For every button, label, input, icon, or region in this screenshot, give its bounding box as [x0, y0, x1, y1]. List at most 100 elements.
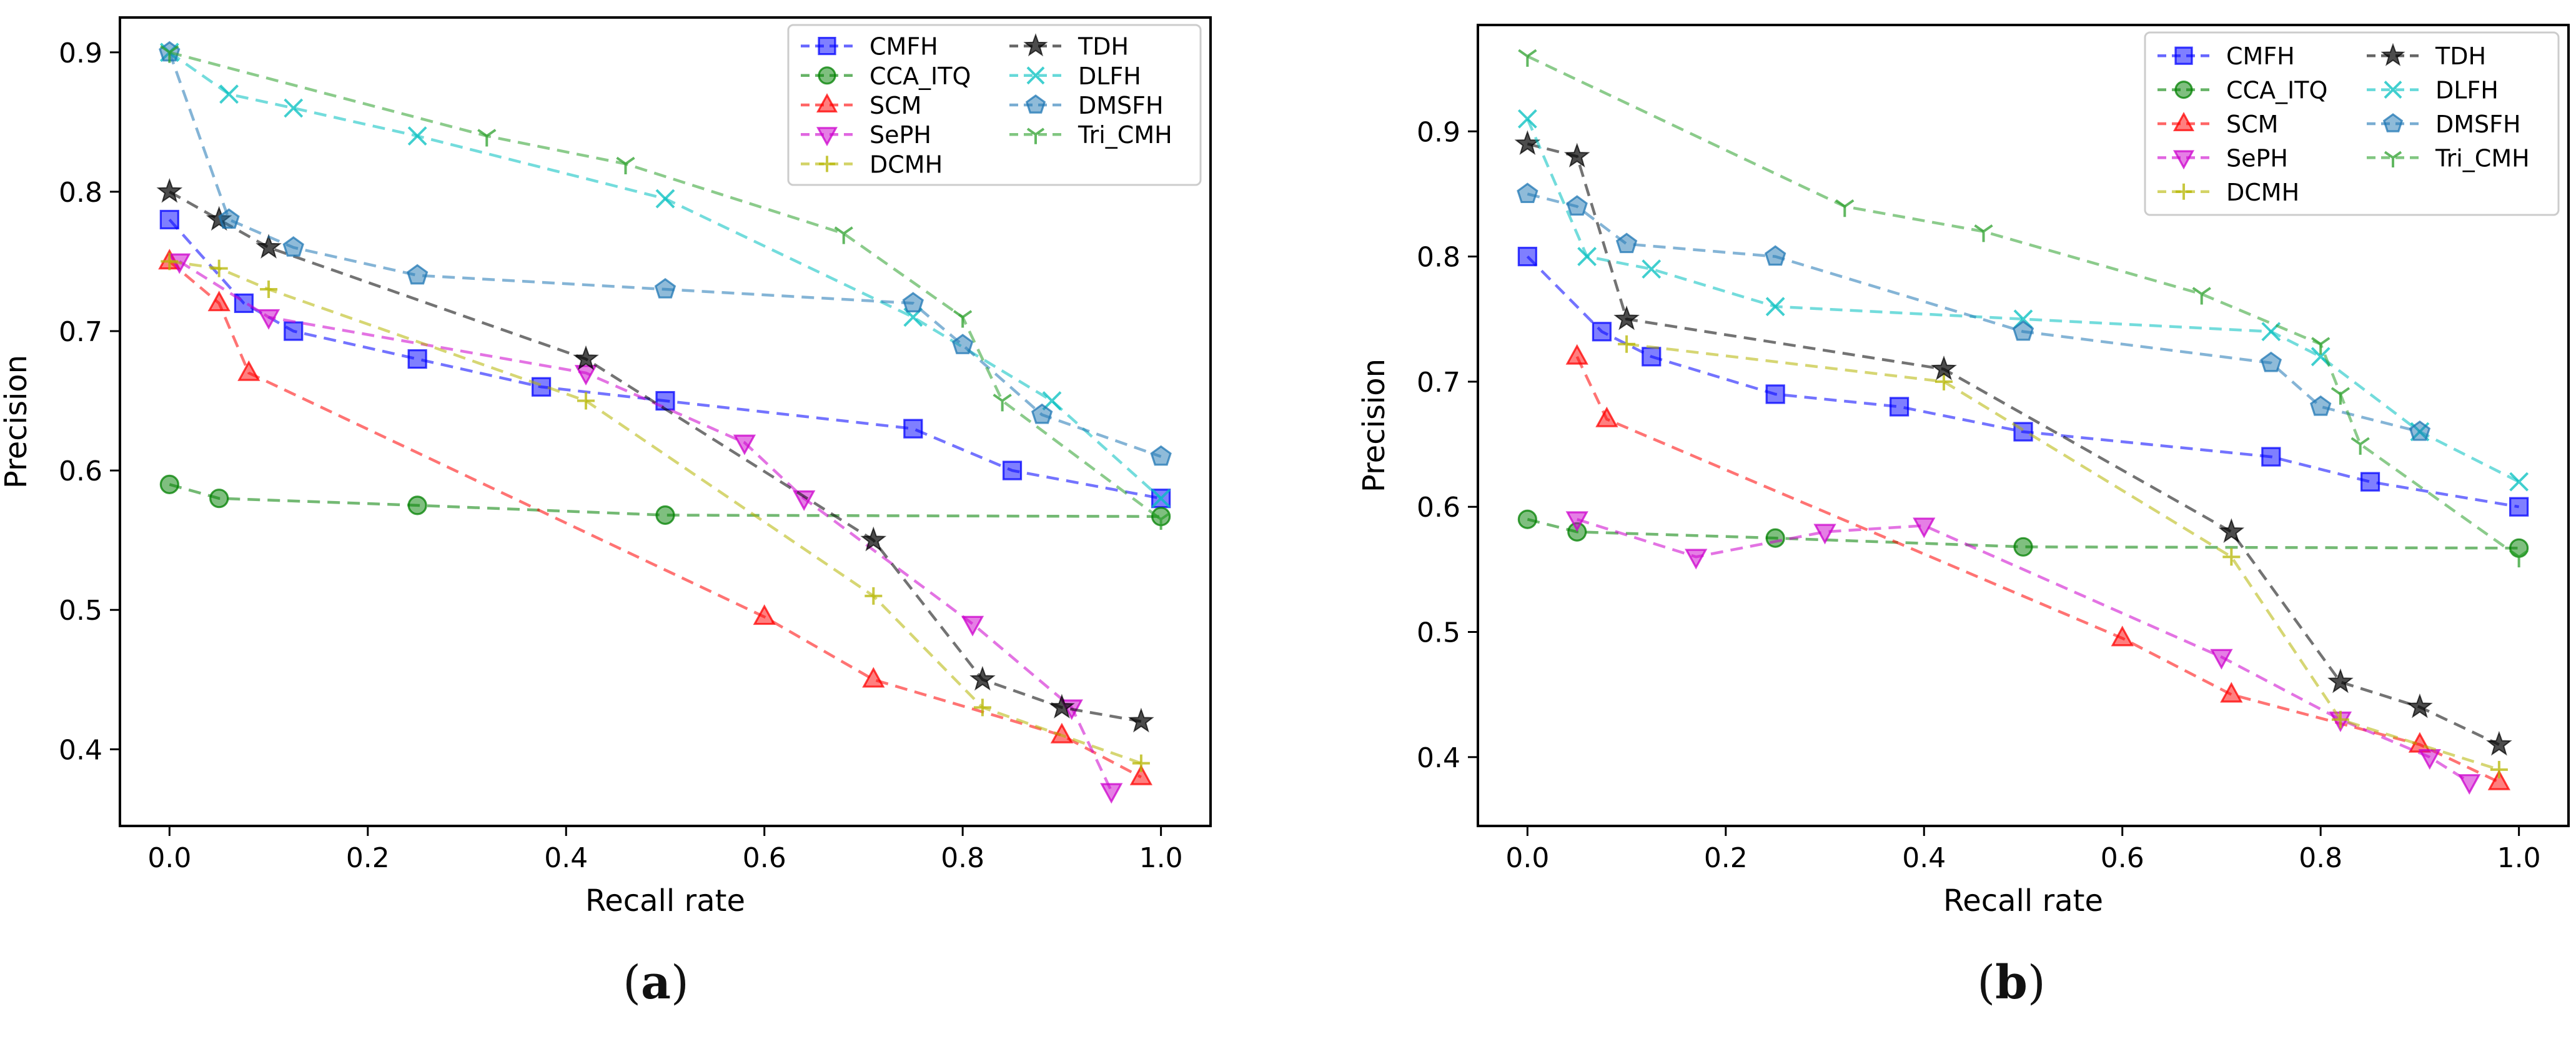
data-point — [156, 178, 183, 203]
data-point — [2327, 668, 2354, 693]
legend-label: SePH — [869, 121, 931, 149]
y-tick-label: 0.9 — [59, 37, 102, 69]
series-line — [1577, 518, 2470, 783]
data-point — [161, 252, 179, 271]
legend-label: SCM — [2226, 111, 2278, 138]
series-tri-cmh — [160, 45, 1171, 530]
legend-entry-dmsfh: DMSFH — [2367, 111, 2521, 138]
x-axis-label: Recall rate — [585, 883, 745, 918]
legend-entry-tdh: TDH — [1009, 33, 1129, 61]
data-point — [1128, 707, 1154, 733]
data-point — [1764, 245, 1786, 266]
series-cmfh — [1517, 246, 2529, 517]
legend-marker — [2172, 112, 2195, 131]
data-point — [210, 259, 228, 277]
data-point — [159, 209, 179, 230]
y-tick-label: 0.4 — [59, 734, 102, 766]
data-point — [160, 45, 179, 63]
data-point — [1002, 460, 1023, 480]
data-point — [2360, 472, 2380, 492]
data-point — [2218, 518, 2245, 543]
data-point — [1517, 509, 1537, 529]
x-tick-label: 0.6 — [2101, 842, 2144, 874]
data-point — [2222, 548, 2241, 566]
data-point — [1618, 335, 1636, 353]
data-point — [1595, 406, 1618, 427]
data-point — [1974, 224, 1993, 242]
legend-entry-cmfh: CMFH — [2157, 42, 2295, 70]
legend-entry-dcmh: DCMH — [2157, 179, 2299, 206]
legend-marker — [2176, 183, 2192, 200]
legend-entry-seph: SePH — [801, 121, 931, 149]
legend-entry-tri-cmh: Tri_CMH — [1009, 121, 1172, 149]
series-line — [1526, 118, 2520, 484]
data-point — [1685, 549, 1708, 570]
data-point — [531, 377, 552, 397]
data-point — [655, 390, 675, 411]
data-point — [862, 667, 885, 688]
series-line — [168, 219, 1162, 500]
data-point — [654, 277, 676, 299]
data-point — [1129, 764, 1152, 785]
data-point — [1615, 232, 1638, 254]
data-point — [903, 419, 923, 439]
data-point — [1031, 403, 1053, 424]
legend-entry-dlfh: DLFH — [1009, 62, 1141, 90]
data-point — [1132, 754, 1150, 772]
series-tdh — [1514, 130, 2512, 756]
data-point — [1765, 384, 1785, 404]
data-point — [407, 495, 427, 515]
data-point — [407, 126, 427, 146]
legend-marker — [1026, 127, 1045, 144]
y-axis-label: Precision — [0, 355, 34, 489]
series-line — [1527, 55, 2520, 559]
data-point — [257, 309, 280, 330]
legend-label: SePH — [2226, 144, 2288, 172]
series-tri-cmh — [1518, 49, 2529, 568]
x-tick-label: 0.2 — [346, 842, 390, 874]
data-point — [793, 490, 816, 511]
x-tick-label: 0.8 — [2299, 842, 2342, 874]
legend-label: SCM — [869, 92, 921, 119]
data-point — [2192, 287, 2211, 305]
legend-label: DLFH — [2435, 77, 2499, 104]
series-line — [1575, 355, 2500, 783]
legend-marker — [2384, 151, 2402, 167]
data-point — [1935, 372, 1953, 390]
legend-label: DLFH — [1078, 62, 1141, 90]
data-point — [406, 264, 429, 285]
data-point — [284, 98, 304, 118]
series-dcmh — [161, 252, 1150, 772]
data-point — [1563, 142, 1590, 168]
legend-marker — [2382, 113, 2404, 132]
data-point — [237, 360, 260, 381]
data-point — [209, 489, 229, 509]
data-point — [1565, 511, 1588, 532]
data-point — [655, 189, 675, 209]
y-tick-label: 0.8 — [1417, 242, 1460, 274]
legend-box — [787, 24, 1202, 186]
plot-frame — [119, 16, 1212, 827]
x-tick-label: 0.2 — [1704, 842, 1748, 874]
data-point — [2409, 420, 2431, 441]
legend-label: CCA_ITQ — [869, 62, 971, 90]
legend-entry-scm: SCM — [801, 92, 921, 119]
data-point — [2458, 774, 2481, 795]
y-tick-label: 0.7 — [59, 316, 102, 348]
subfigure-label-a: (a) — [623, 956, 689, 1010]
data-point — [1592, 322, 1612, 342]
legend-label: CMFH — [869, 33, 938, 61]
data-point — [1813, 524, 1836, 545]
data-point — [655, 505, 675, 525]
x-tick-label: 0.4 — [544, 842, 588, 874]
data-point — [255, 234, 282, 259]
legend-label: Tri_CMH — [2435, 144, 2530, 172]
data-point — [1517, 109, 1537, 129]
legend-label: Tri_CMH — [1077, 121, 1172, 149]
series-cmfh — [159, 209, 1171, 509]
x-tick-label: 0.4 — [1902, 842, 1946, 874]
series-dlfh — [159, 42, 1171, 509]
data-point — [1517, 182, 1538, 204]
